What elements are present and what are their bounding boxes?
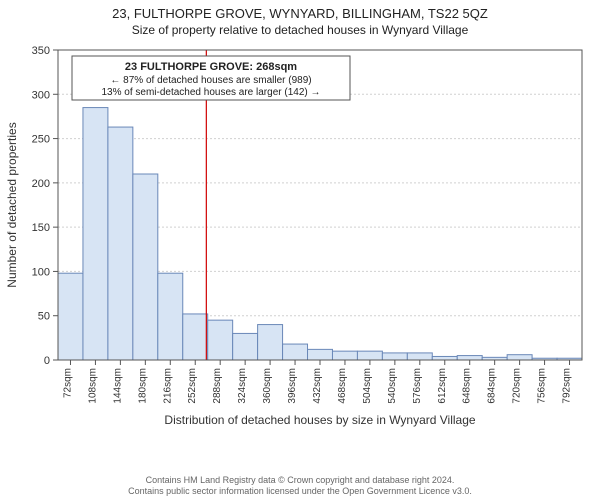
title-subtitle: Size of property relative to detached ho… [0, 23, 600, 37]
ytick-label: 350 [32, 45, 50, 57]
histogram-bar [58, 273, 83, 360]
annotation-title: 23 FULTHORPE GROVE: 268sqm [125, 61, 297, 73]
histogram-bar [183, 314, 208, 360]
xtick-label: 288sqm [212, 368, 223, 404]
histogram-bar [432, 356, 457, 360]
xtick-label: 216sqm [162, 368, 173, 404]
histogram-bar [158, 273, 183, 360]
xtick-label: 72sqm [62, 368, 73, 398]
xtick-label: 324sqm [237, 368, 248, 404]
histogram-bar [283, 344, 308, 360]
x-axis-label: Distribution of detached houses by size … [164, 413, 476, 427]
histogram-bar [233, 333, 258, 360]
title-block: 23, FULTHORPE GROVE, WYNYARD, BILLINGHAM… [0, 0, 600, 37]
histogram-bar [308, 349, 333, 360]
ytick-label: 100 [32, 266, 50, 278]
xtick-label: 792sqm [562, 368, 573, 404]
histogram-bar [407, 353, 432, 360]
xtick-label: 180sqm [137, 368, 148, 404]
xtick-label: 504sqm [362, 368, 373, 404]
ytick-label: 300 [32, 89, 50, 101]
page-root: 23, FULTHORPE GROVE, WYNYARD, BILLINGHAM… [0, 0, 600, 500]
chart-container: 0 50 100 150 200 250 300 350 72sqm 108sqm 144sqm 18… [0, 40, 600, 440]
ytick-label: 250 [32, 134, 50, 146]
footer-line-2: Contains public sector information licen… [0, 486, 600, 497]
histogram-bar [457, 356, 482, 360]
xtick-label: 720sqm [512, 368, 523, 404]
xtick-label: 108sqm [87, 368, 98, 404]
histogram-bar [332, 351, 357, 360]
histogram-bar [258, 325, 283, 360]
xtick-label: 612sqm [437, 368, 448, 404]
xtick-label: 648sqm [462, 368, 473, 404]
footer-line-1: Contains HM Land Registry data © Crown c… [0, 475, 600, 486]
histogram-bar [507, 355, 532, 360]
xtick-label: 684sqm [487, 368, 498, 404]
xtick-label: 396sqm [287, 368, 298, 404]
xtick-label: 144sqm [112, 368, 123, 404]
title-address: 23, FULTHORPE GROVE, WYNYARD, BILLINGHAM… [0, 6, 600, 21]
histogram-bar [108, 127, 133, 360]
ytick-label: 0 [44, 355, 50, 367]
ytick-label: 150 [32, 222, 50, 234]
xtick-label: 468sqm [337, 368, 348, 404]
histogram-bar [133, 174, 158, 360]
histogram-bar [357, 351, 382, 360]
y-axis-label: Number of detached properties [5, 122, 19, 287]
xtick-label: 576sqm [412, 368, 423, 404]
ytick-label: 200 [32, 178, 50, 190]
xtick-label: 360sqm [262, 368, 273, 404]
histogram-bar [382, 353, 407, 360]
ytick-label: 50 [38, 311, 50, 323]
annotation-line-1: ← 87% of detached houses are smaller (98… [110, 75, 311, 86]
histogram-bar [208, 320, 233, 360]
footer-attribution: Contains HM Land Registry data © Crown c… [0, 475, 600, 498]
histogram-chart: 0 50 100 150 200 250 300 350 72sqm 108sqm 144sqm 18… [0, 40, 600, 440]
xtick-label: 540sqm [387, 368, 398, 404]
xtick-label: 252sqm [187, 368, 198, 404]
annotation-line-2: 13% of semi-detached houses are larger (… [101, 87, 320, 98]
xtick-label: 756sqm [537, 368, 548, 404]
xtick-label: 432sqm [312, 368, 323, 404]
histogram-bar [83, 108, 108, 360]
